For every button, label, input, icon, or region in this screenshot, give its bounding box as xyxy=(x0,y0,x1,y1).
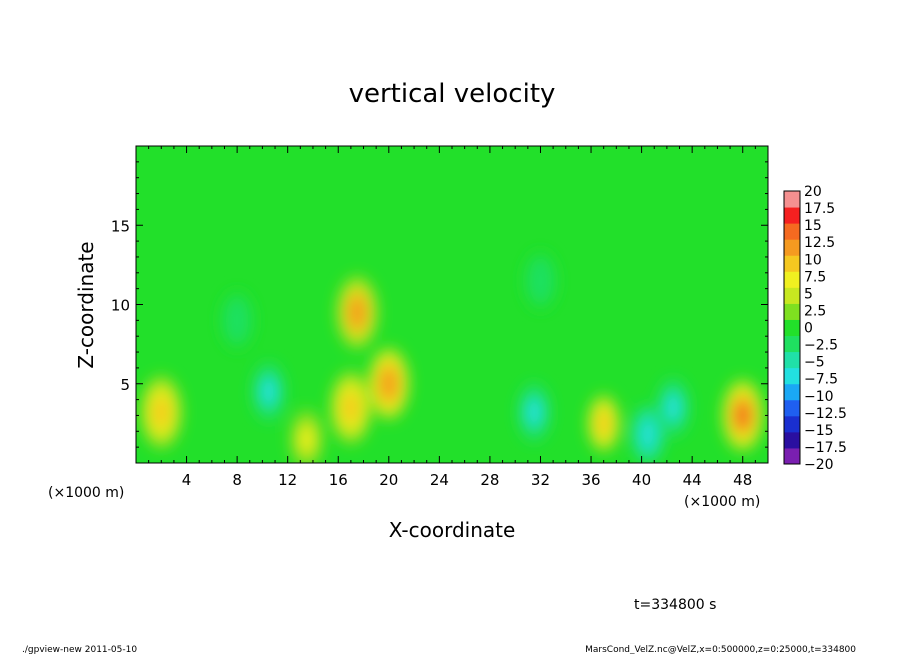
y-axis-ticks: 5 10 15 xyxy=(111,161,768,448)
heatmap-cell-8 xyxy=(630,404,666,463)
heatmap-blob xyxy=(261,379,276,404)
colorbar-label: 0 xyxy=(804,321,813,337)
heatmap-cell-4 xyxy=(335,274,380,351)
chart-title: vertical velocity xyxy=(349,79,556,109)
colorbar-swatch xyxy=(784,207,800,224)
colorbar-swatch xyxy=(784,223,800,240)
heatmap-cell-10 xyxy=(720,377,765,454)
heatmap-field xyxy=(136,146,768,463)
x-tick-label: 20 xyxy=(379,471,398,489)
heatmap-blob xyxy=(733,400,752,431)
heatmap-blob xyxy=(230,308,245,333)
y-tick-label: 10 xyxy=(111,297,130,315)
heatmap-blob xyxy=(380,368,398,399)
colorbar-frame xyxy=(783,190,801,465)
colorbar-label: −20 xyxy=(804,457,834,473)
heatmap-cell-0 xyxy=(139,374,184,451)
footer-right: MarsCond_VelZ.nc@VelZ,x=0:500000,z=0:250… xyxy=(585,645,856,654)
x-tick-label: 44 xyxy=(683,471,702,489)
colorbar-swatch xyxy=(784,447,800,465)
x-tick-label: 4 xyxy=(182,471,192,489)
footer-left: ./gpview-new 2011-05-10 xyxy=(22,645,137,654)
colorbar-swatch xyxy=(784,303,800,320)
x-tick-label: 24 xyxy=(430,471,449,489)
colorbar-label: 12.5 xyxy=(804,235,835,251)
heatmap-blob xyxy=(666,395,681,420)
x-tick-label: 16 xyxy=(329,471,348,489)
heatmap-cell-9 xyxy=(655,377,691,438)
colorbar-swatch xyxy=(784,191,800,208)
heatmap-blob xyxy=(342,392,360,423)
x-axis-label: X-coordinate xyxy=(389,518,516,542)
colorbar-swatch xyxy=(784,431,800,449)
colorbar-label: 2.5 xyxy=(804,303,826,319)
colorbar-label: −2.5 xyxy=(804,338,838,354)
colorbar-swatch xyxy=(784,335,800,353)
y-tick-label: 15 xyxy=(111,217,130,235)
colorbar-label: −10 xyxy=(804,389,834,405)
x-tick-label: 48 xyxy=(733,471,752,489)
y-tick-label: 5 xyxy=(120,376,130,394)
colorbar-swatch xyxy=(784,367,800,385)
x-tick-label: 36 xyxy=(581,471,600,489)
x-tick-label: 40 xyxy=(632,471,651,489)
heatmap-cell-5 xyxy=(366,345,411,422)
heatmap-cell-6 xyxy=(516,381,552,443)
x-tick-label: 8 xyxy=(232,471,242,489)
heatmap-blob xyxy=(299,427,314,452)
x-tick-label: 32 xyxy=(531,471,550,489)
heatmap-blob xyxy=(527,400,542,425)
colorbar-label: 10 xyxy=(804,252,822,268)
heatmap-cell-2 xyxy=(289,408,325,463)
y-axis-label: Z-coordinate xyxy=(74,241,98,368)
colorbar-label: 7.5 xyxy=(804,269,826,285)
colorbar-swatch xyxy=(784,351,800,369)
colorbar-label: 5 xyxy=(804,286,813,302)
heatmap-cell-7 xyxy=(586,392,622,454)
x-tick-label: 28 xyxy=(480,471,499,489)
colorbar-swatch xyxy=(784,287,800,304)
colorbar-label: −5 xyxy=(804,355,825,371)
colorbar-label: −7.5 xyxy=(804,372,838,388)
heatmap-cell-12 xyxy=(219,289,255,351)
x-tick-label: 12 xyxy=(278,471,297,489)
colorbar-swatch xyxy=(784,399,800,417)
colorbar-swatch xyxy=(784,319,800,337)
colorbar-label: −15 xyxy=(804,423,834,439)
time-label: t=334800 s xyxy=(634,597,716,613)
heatmap-blob xyxy=(640,422,655,447)
heatmap-cell-3 xyxy=(328,369,373,446)
heatmap-blob xyxy=(533,268,548,293)
colorbar-swatch xyxy=(784,415,800,433)
colorbar-swatch xyxy=(784,255,800,272)
colorbar-label: −17.5 xyxy=(804,440,847,456)
x-unit-left: (×1000 m) xyxy=(48,485,124,501)
heatmap-blob xyxy=(596,411,611,436)
colorbar-label: 15 xyxy=(804,218,822,234)
colorbar-swatch xyxy=(784,271,800,288)
x-axis-ticks: 4 8 12 16 20 24 28 32 36 40 44 48 xyxy=(148,146,756,489)
heatmap-cell-11 xyxy=(522,250,559,312)
heatmap-blob xyxy=(348,297,367,328)
heatmap-blob xyxy=(152,397,171,428)
colorbar-label: 20 xyxy=(804,184,822,200)
x-unit-right: (×1000 m) xyxy=(684,494,760,510)
colorbar-label: −12.5 xyxy=(804,406,847,422)
heatmap-cell-1 xyxy=(251,361,287,423)
colorbar-swatch xyxy=(784,383,800,401)
colorbar-swatch xyxy=(784,239,800,256)
colorbar-label: 17.5 xyxy=(804,201,835,217)
